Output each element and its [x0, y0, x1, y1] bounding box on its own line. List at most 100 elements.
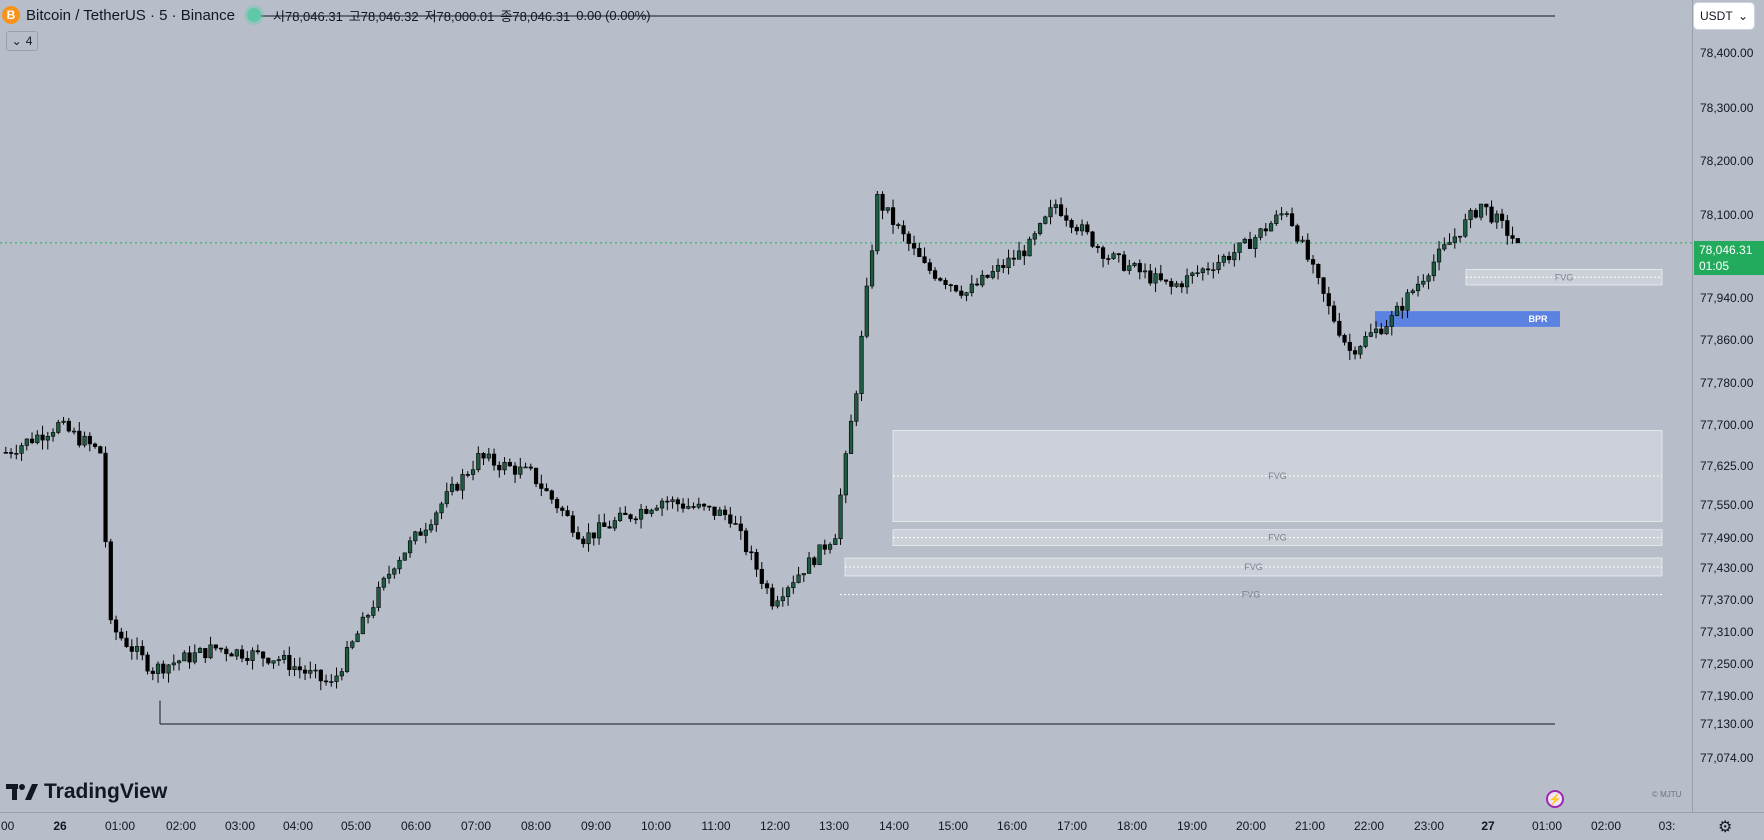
time-tick-label: 27 — [1481, 819, 1495, 833]
candle-down — [92, 443, 98, 447]
candle-down — [917, 247, 922, 257]
indicator-count: 4 — [25, 34, 33, 48]
candle-down — [129, 646, 134, 652]
candle-down — [323, 680, 329, 683]
candle-down — [418, 531, 423, 536]
price-axis[interactable] — [1692, 0, 1764, 812]
candle-down — [1137, 263, 1142, 273]
candle-up — [859, 335, 864, 394]
candle-down — [465, 474, 470, 476]
candle-down — [103, 452, 108, 543]
candle-down — [318, 669, 323, 682]
candle-up — [50, 432, 56, 437]
candle-up — [381, 577, 386, 588]
candle-down — [764, 583, 770, 589]
candle-up — [1174, 283, 1179, 287]
candle-up — [638, 508, 644, 520]
candle-up — [171, 662, 176, 666]
candle-down — [591, 532, 596, 539]
candle-down — [549, 490, 554, 500]
candle-down — [932, 270, 938, 279]
candle-up — [523, 466, 528, 469]
price-tick-label: 77,074.00 — [1700, 751, 1754, 765]
candle-up — [434, 512, 439, 525]
candle-down — [239, 649, 245, 659]
candle-up — [407, 540, 413, 554]
time-tick-label: 03: — [1658, 819, 1676, 833]
candle-up — [654, 507, 659, 511]
candle-up — [82, 435, 87, 446]
price-tick-label: 77,860.00 — [1700, 333, 1754, 347]
candle-up — [1079, 224, 1085, 232]
ohlc-high: 고78,046.32 — [348, 8, 419, 24]
candle-up — [413, 531, 418, 542]
candle-up — [885, 207, 890, 211]
candle-down — [1400, 305, 1405, 311]
candle-up — [1190, 272, 1195, 277]
candle-down — [712, 506, 717, 516]
time-tick-label: 07:00 — [460, 819, 492, 833]
candle-down — [602, 522, 607, 527]
time-axis[interactable] — [0, 812, 1764, 840]
candle-up — [1195, 272, 1200, 275]
candle-down — [124, 637, 129, 647]
candle-up — [376, 586, 381, 608]
candle-up — [1274, 214, 1279, 224]
settings-gear-icon[interactable]: ⚙ — [1718, 819, 1733, 836]
candle-down — [1163, 279, 1169, 282]
candle-down — [628, 514, 633, 520]
time-tick-label: 18:00 — [1116, 819, 1148, 833]
indicator-toggle-button[interactable]: ⌄ 4 — [6, 31, 38, 51]
candle-up — [1410, 290, 1415, 293]
candlestick-chart: FVG BPR FVG FVG FVG FVG — [0, 15, 1692, 725]
candle-up — [192, 652, 197, 663]
candle-up — [334, 675, 339, 682]
candle-up — [864, 285, 869, 337]
candle-up — [612, 520, 617, 529]
chevron-down-icon: ⌄ — [11, 34, 22, 48]
currency-select[interactable]: USDT ⌄ — [1694, 3, 1754, 29]
time-tick-label: 15:00 — [937, 819, 969, 833]
candle-up — [1436, 248, 1442, 263]
candle-down — [1263, 228, 1268, 232]
candle-down — [1489, 206, 1494, 223]
candle-down — [911, 243, 917, 249]
candle-up — [1153, 273, 1158, 284]
time-tick-label: 01:00 — [1531, 819, 1563, 833]
candle-down — [287, 654, 292, 670]
candle-down — [560, 507, 565, 511]
candle-up — [1200, 268, 1205, 274]
candle-up — [35, 434, 40, 444]
candle-down — [491, 453, 497, 466]
candle-down — [1510, 235, 1515, 239]
candle-down — [890, 207, 896, 225]
candle-up — [1037, 223, 1043, 234]
candle-down — [581, 538, 586, 545]
last-price-value: 78,046.31 — [1699, 243, 1753, 257]
candle-up — [670, 499, 675, 502]
price-tick-label: 78,200.00 — [1700, 154, 1754, 168]
candle-up — [344, 647, 350, 672]
candle-down — [1205, 268, 1211, 271]
lightning-icon[interactable]: ⚡ — [1546, 790, 1564, 808]
candle-up — [1016, 250, 1022, 260]
chart-canvas[interactable]: FVG BPR FVG FVG FVG FVG B Bitcoin / TetherUS … — [0, 0, 1692, 812]
candle-up — [56, 422, 61, 433]
candle-up — [964, 292, 969, 296]
price-tick-label: 77,370.00 — [1700, 593, 1754, 607]
candle-down — [8, 452, 14, 454]
candle-up — [386, 573, 392, 579]
candle-up — [360, 616, 365, 635]
candle-down — [633, 518, 638, 521]
candle-down — [1148, 270, 1153, 284]
candle-up — [1232, 252, 1237, 261]
candle-down — [1515, 238, 1520, 244]
tradingview-logo[interactable]: TradingView — [6, 780, 167, 804]
candle-up — [854, 393, 859, 422]
candle-down — [1121, 254, 1127, 271]
symbol-title[interactable]: Bitcoin / TetherUS · 5 · Binance — [26, 6, 235, 24]
candle-down — [1022, 250, 1027, 257]
price-tick-label: 78,300.00 — [1700, 101, 1754, 115]
candle-down — [1310, 259, 1316, 265]
time-tick-label: 20:00 — [1235, 819, 1267, 833]
